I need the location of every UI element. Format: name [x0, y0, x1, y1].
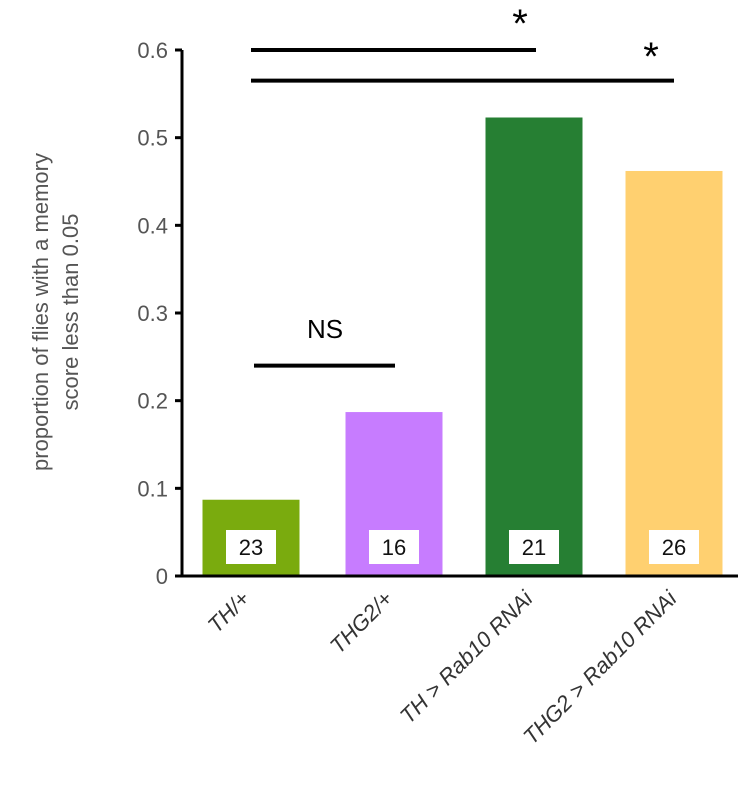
- y-tick-label-1: 0.1: [137, 476, 168, 501]
- x-category-label-4: THG2 > Rab10 RNAi: [518, 585, 682, 749]
- significance-label-3: NS: [307, 314, 343, 344]
- sample-size-label-2: 16: [382, 535, 406, 560]
- sample-size-box-4: [649, 530, 699, 564]
- significance-label-2: *: [643, 35, 659, 79]
- sample-size-box-1: [226, 530, 276, 564]
- bar-4: [625, 170, 723, 577]
- sample-size-label-4: 26: [662, 535, 686, 560]
- x-category-label-3: TH > Rab10 RNAi: [395, 585, 538, 728]
- y-axis-label: proportion of flies with a memory score …: [28, 153, 83, 471]
- y-tick-label-3: 0.3: [137, 301, 168, 326]
- significance-annotations: * * NS: [251, 2, 674, 368]
- x-category-label-1: TH/+: [203, 586, 255, 638]
- sample-size-box-3: [509, 530, 559, 564]
- y-axis-label-line-1: proportion of flies with a memory: [28, 153, 53, 471]
- y-tick-label-6: 0.6: [137, 38, 168, 63]
- significance-label-1: *: [512, 2, 528, 46]
- y-axis-label-line-2: score less than 0.05: [58, 214, 83, 411]
- sample-size-labels: 23 16 21 26: [226, 530, 699, 564]
- sample-size-box-2: [369, 530, 419, 564]
- y-tick-label-2: 0.2: [137, 389, 168, 414]
- bar-3: [485, 117, 583, 577]
- y-tick-label-4: 0.4: [137, 213, 168, 238]
- y-axis: 0 0.1 0.2 0.3 0.4 0.5 0.6: [137, 38, 184, 589]
- sample-size-label-1: 23: [239, 535, 263, 560]
- y-tick-label-0: 0: [156, 564, 168, 589]
- y-tick-label-5: 0.5: [137, 126, 168, 151]
- bars: [202, 117, 723, 577]
- x-category-label-2: THG2/+: [325, 586, 398, 659]
- sample-size-label-3: 21: [522, 535, 546, 560]
